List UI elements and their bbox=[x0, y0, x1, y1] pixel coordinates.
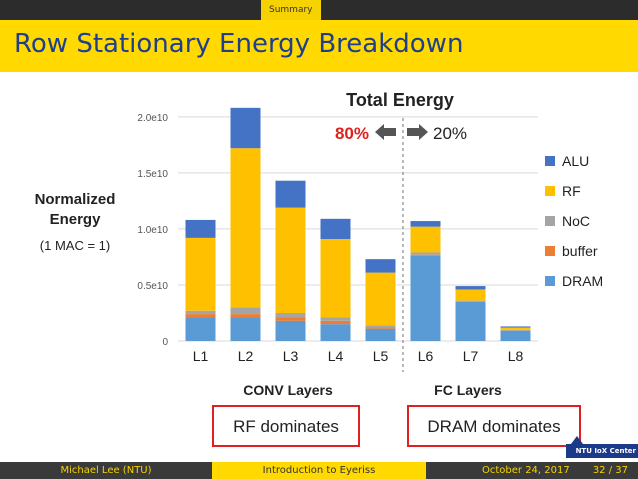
footer-author: Michael Lee (NTU) bbox=[0, 462, 212, 479]
bar-segment-noc bbox=[275, 312, 306, 318]
page-title: Row Stationary Energy Breakdown bbox=[14, 29, 464, 59]
footer-talk: Introduction to Eyeriss bbox=[212, 462, 426, 479]
x-tick-label: L6 bbox=[418, 348, 434, 364]
legend-swatch bbox=[545, 186, 555, 196]
x-tick-label: L4 bbox=[328, 348, 344, 364]
bar-segment-buffer bbox=[275, 317, 306, 321]
bar-segment-noc bbox=[365, 325, 396, 328]
bar-segment-dram bbox=[500, 330, 531, 341]
bar-segment-dram bbox=[365, 328, 396, 341]
bar-segment-buffer bbox=[320, 320, 351, 325]
x-tick-label: L7 bbox=[463, 348, 479, 364]
legend-label: RF bbox=[562, 183, 581, 199]
bar-segment-buffer bbox=[410, 254, 441, 256]
bar-segment-dram bbox=[275, 320, 306, 341]
bar-segment-alu bbox=[275, 180, 306, 208]
y-tick-label: 1.5e10 bbox=[137, 169, 168, 180]
footer-right: October 24, 2017 32 / 37 bbox=[426, 462, 638, 479]
bar-segment-rf bbox=[230, 148, 261, 308]
y-tick-label: 0 bbox=[162, 337, 168, 348]
legend-swatch bbox=[545, 216, 555, 226]
bar-segment-dram bbox=[230, 317, 261, 341]
chart-title: Total Energy bbox=[346, 90, 454, 110]
arrow-right-icon bbox=[407, 124, 428, 140]
legend-swatch bbox=[545, 156, 555, 166]
bar-segment-dram bbox=[320, 324, 351, 341]
bar-segment-dram bbox=[410, 255, 441, 341]
bar-segment-rf bbox=[320, 238, 351, 318]
bar-segment-alu bbox=[320, 218, 351, 239]
bar-segment-alu bbox=[230, 107, 261, 149]
footer-date: October 24, 2017 bbox=[482, 465, 570, 476]
bar-segment-noc bbox=[320, 317, 351, 321]
bar-segment-rf bbox=[275, 207, 306, 313]
fc-callout-text: DRAM dominates bbox=[427, 417, 560, 436]
bar-segment-alu bbox=[500, 326, 531, 328]
bar-segment-buffer bbox=[185, 314, 216, 318]
y-tick-label: 2.0e10 bbox=[137, 113, 168, 124]
legend-label: DRAM bbox=[562, 273, 603, 289]
bar-segment-alu bbox=[365, 259, 396, 273]
fc-layers-label: FC Layers bbox=[434, 382, 502, 398]
bar-segment-rf bbox=[365, 272, 396, 326]
x-tick-label: L5 bbox=[373, 348, 389, 364]
logo-mark-icon bbox=[568, 436, 586, 448]
fc-percent-label: 20% bbox=[433, 124, 467, 143]
bar-segment-alu bbox=[455, 286, 486, 290]
conv-callout-box bbox=[212, 405, 360, 447]
bar-segment-noc bbox=[185, 310, 216, 315]
bar-segment-rf bbox=[500, 327, 531, 330]
bar-segment-buffer bbox=[365, 327, 396, 329]
bar-segment-alu bbox=[410, 221, 441, 227]
bar-segment-alu bbox=[185, 219, 216, 238]
x-tick-label: L1 bbox=[193, 348, 209, 364]
legend-swatch bbox=[545, 276, 555, 286]
conv-percent-label: 80% bbox=[335, 124, 369, 143]
conv-layers-label: CONV Layers bbox=[243, 382, 333, 398]
x-tick-label: L8 bbox=[508, 348, 524, 364]
bar-segment-rf bbox=[410, 226, 441, 253]
bar-segment-buffer bbox=[230, 314, 261, 318]
fc-callout-box bbox=[407, 405, 581, 447]
page-number: 32 / 37 bbox=[592, 465, 628, 476]
title-bar: Row Stationary Energy Breakdown bbox=[0, 20, 638, 72]
x-tick-label: L3 bbox=[283, 348, 299, 364]
footer: Michael Lee (NTU) Introduction to Eyeris… bbox=[0, 462, 638, 479]
y-axis-sublabel: (1 MAC = 1) bbox=[39, 238, 111, 253]
legend-label: buffer bbox=[562, 243, 598, 259]
bar-segment-noc bbox=[410, 252, 441, 255]
legend-swatch bbox=[545, 246, 555, 256]
top-bar: Summary bbox=[0, 0, 638, 20]
bar-segment-noc bbox=[230, 307, 261, 315]
legend-label: NoC bbox=[562, 213, 590, 229]
y-tick-label: 0.5e10 bbox=[137, 281, 168, 292]
bar-segment-noc bbox=[455, 300, 486, 302]
y-tick-label: 1.0e10 bbox=[137, 225, 168, 236]
conv-callout-text: RF dominates bbox=[233, 417, 339, 436]
x-tick-label: L2 bbox=[238, 348, 254, 364]
section-label[interactable]: Summary bbox=[261, 0, 321, 20]
logo-text: NTU IoX Center bbox=[575, 447, 636, 455]
bar-segment-rf bbox=[455, 289, 486, 301]
ntu-iox-logo: NTU IoX Center bbox=[566, 436, 638, 458]
bar-segment-rf bbox=[185, 237, 216, 311]
bar-segment-dram bbox=[185, 317, 216, 341]
arrow-left-icon bbox=[375, 124, 396, 140]
bar-segment-noc bbox=[500, 329, 531, 331]
y-axis-label: Normalized Energy bbox=[34, 191, 116, 228]
legend-label: ALU bbox=[562, 153, 589, 169]
bar-segment-dram bbox=[455, 301, 486, 341]
